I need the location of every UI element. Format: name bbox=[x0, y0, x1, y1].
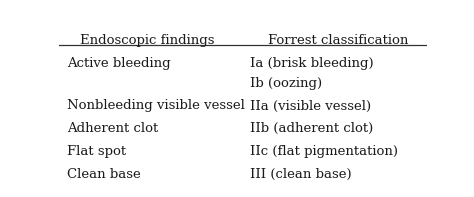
Text: Adherent clot: Adherent clot bbox=[66, 122, 158, 135]
Text: Forrest classification: Forrest classification bbox=[268, 34, 409, 47]
Text: Ia (brisk bleeding): Ia (brisk bleeding) bbox=[250, 57, 374, 70]
Text: IIa (visible vessel): IIa (visible vessel) bbox=[250, 99, 372, 112]
Text: Endoscopic findings: Endoscopic findings bbox=[80, 34, 215, 47]
Text: Flat spot: Flat spot bbox=[66, 145, 126, 158]
Text: IIc (flat pigmentation): IIc (flat pigmentation) bbox=[250, 145, 398, 158]
Text: IIb (adherent clot): IIb (adherent clot) bbox=[250, 122, 374, 135]
Text: Clean base: Clean base bbox=[66, 168, 140, 181]
Text: Active bleeding: Active bleeding bbox=[66, 57, 170, 70]
Text: Ib (oozing): Ib (oozing) bbox=[250, 77, 322, 90]
Text: Nonbleeding visible vessel: Nonbleeding visible vessel bbox=[66, 99, 245, 112]
Text: III (clean base): III (clean base) bbox=[250, 168, 352, 181]
